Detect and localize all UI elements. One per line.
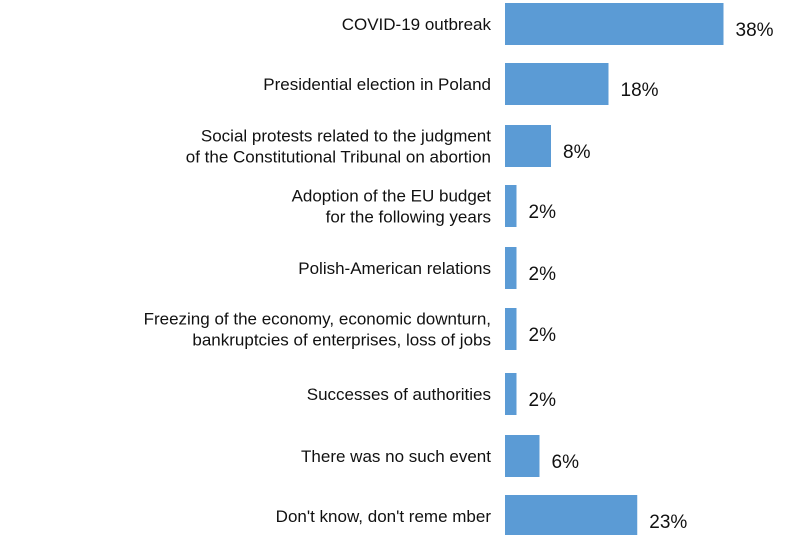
value-label-5: 2% [529,325,557,346]
value-label-0: 38% [736,20,774,41]
value-label-7: 6% [552,452,580,473]
category-label-1: Presidential election in Poland [263,75,491,94]
category-label-line: of the Constitutional Tribunal on aborti… [186,148,491,167]
category-label-0: COVID-19 outbreak [342,15,492,34]
category-label-8: Don't know, don't reme mber [276,507,492,526]
bar-1 [505,63,609,105]
category-label-7: There was no such event [301,447,491,466]
category-label-line: Freezing of the economy, economic downtu… [144,310,491,329]
category-label-line: Don't know, don't reme mber [276,507,492,526]
value-label-3: 2% [529,202,557,223]
category-label-line: COVID-19 outbreak [342,15,492,34]
category-label-4: Polish-American relations [298,259,491,278]
category-label-3: Adoption of the EU budget for the followi… [292,187,492,227]
value-label-4: 2% [529,264,557,285]
category-label-line: for the following years [326,208,491,227]
value-label-2: 8% [563,142,591,163]
category-label-5: Freezing of the economy, economic downtu… [144,310,491,350]
bar-3 [505,185,517,227]
bar-5 [505,308,517,350]
value-label-8: 23% [649,512,687,533]
bar-2 [505,125,551,167]
category-label-line: Polish-American relations [298,259,491,278]
category-label-line: Presidential election in Poland [263,75,491,94]
bar-0 [505,3,724,45]
bar-4 [505,247,517,289]
bar-8 [505,495,638,537]
category-label-line: There was no such event [301,447,491,466]
value-label-1: 18% [621,80,659,101]
bar-7 [505,435,540,477]
category-label-6: Successes of authorities [307,385,491,404]
category-label-2: Social protests related to the judgment o… [186,127,492,167]
category-label-line: Successes of authorities [307,385,491,404]
bar-6 [505,373,517,415]
value-label-6: 2% [529,390,557,411]
category-label-line: bankruptcies of enterprises, loss of job… [192,331,491,350]
category-label-line: Adoption of the EU budget [292,187,492,206]
category-label-line: Social protests related to the judgment [201,127,491,146]
